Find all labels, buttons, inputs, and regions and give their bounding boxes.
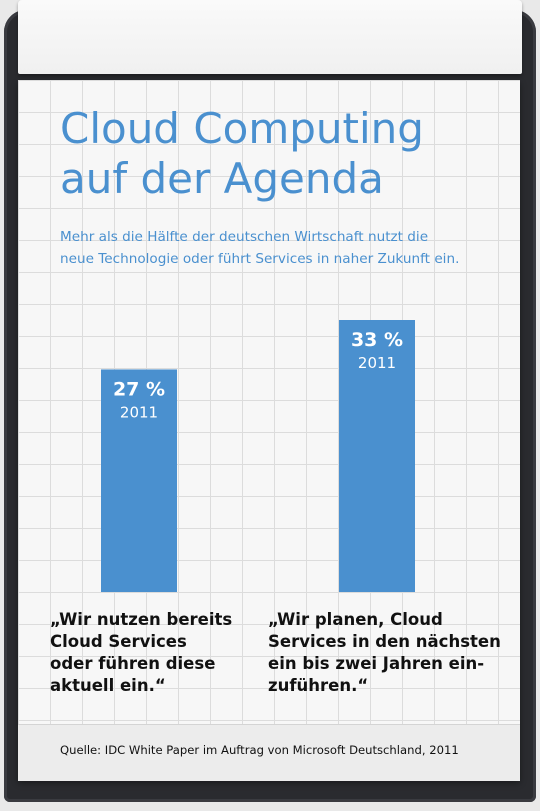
caption-2-line-3: ein bis zwei Jahren ein- — [268, 654, 485, 673]
source-bar: Quelle: IDC White Paper im Auftrag von M… — [18, 724, 520, 781]
bar-caption-1: „Wir nutzen bereits Cloud Services oder … — [50, 609, 232, 697]
caption-1-line-4: aktuell ein.“ — [50, 676, 166, 695]
caption-2-line-2: Services in den nächsten — [268, 632, 501, 651]
bar-caption-2: „Wir planen, Cloud Services in den nächs… — [268, 609, 501, 697]
flipchart-clip — [18, 0, 522, 74]
subtitle-line-2: neue Technologie oder führt Services in … — [60, 251, 460, 267]
subtitle-line-1: Mehr als die Hälfte der deutschen Wirtsc… — [60, 229, 429, 245]
bar-2-year-label: 2011 — [358, 354, 396, 372]
bar-1-year-label: 2011 — [120, 403, 158, 421]
bar-1 — [101, 369, 177, 592]
caption-1-line-1: „Wir nutzen bereits — [50, 610, 233, 629]
caption-2-line-1: „Wir planen, Cloud — [268, 610, 443, 629]
caption-1-line-2: Cloud Services — [50, 632, 187, 651]
title-line-2: auf der Agenda — [60, 154, 384, 203]
subtitle: Mehr als die Hälfte der deutschen Wirtsc… — [60, 226, 500, 270]
caption-2-line-4: zuführen.“ — [268, 676, 369, 695]
bar-2 — [339, 320, 415, 592]
source-text: Quelle: IDC White Paper im Auftrag von M… — [60, 743, 459, 757]
caption-1-line-3: oder führen diese — [50, 654, 216, 673]
page-title: Cloud Computing auf der Agenda — [60, 104, 424, 204]
bar-1-value-label: 27 % — [113, 378, 165, 400]
bar-2-value-label: 33 % — [351, 329, 403, 351]
title-line-1: Cloud Computing — [60, 104, 424, 153]
